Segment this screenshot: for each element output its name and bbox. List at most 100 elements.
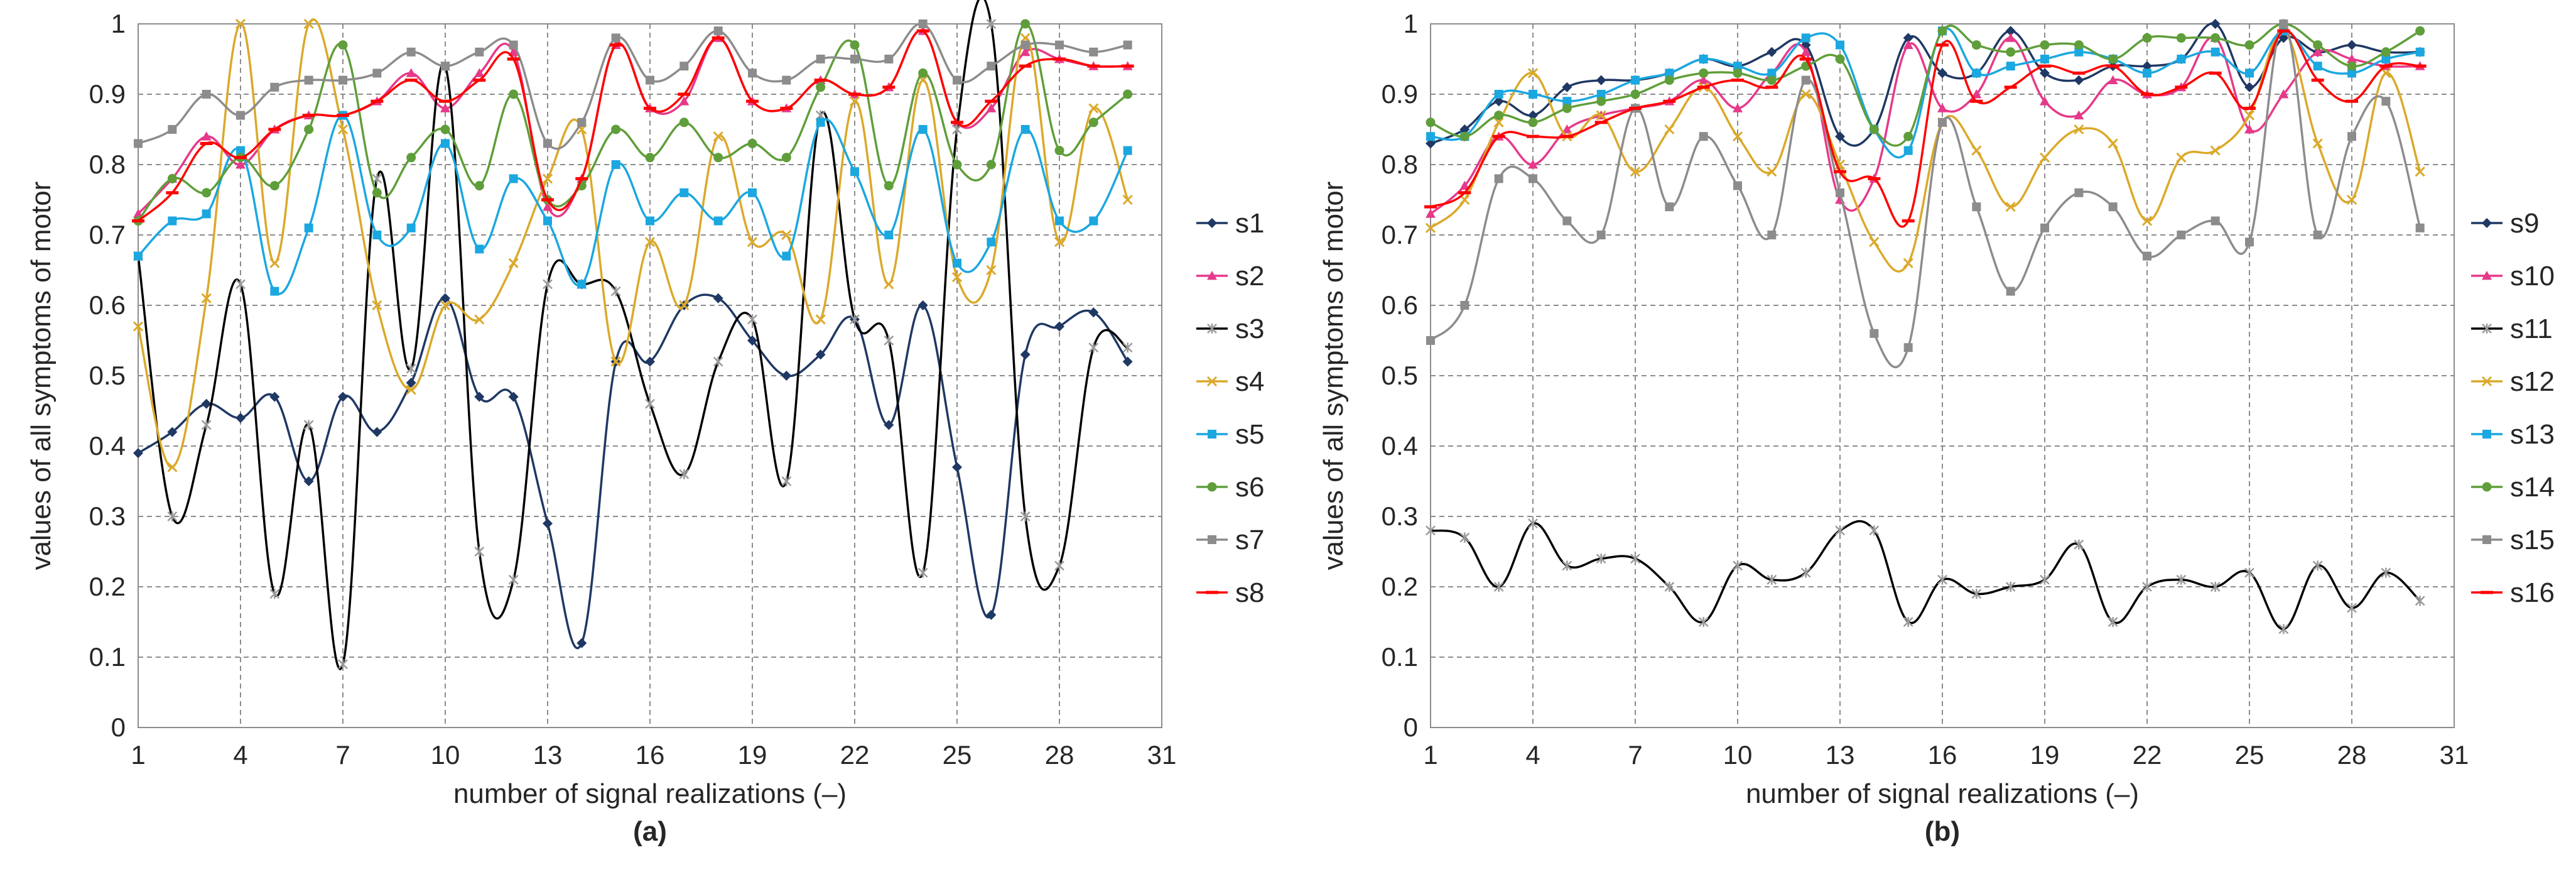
plot-frame: [138, 23, 1162, 728]
data-point-s14: [2006, 47, 2016, 57]
data-point-s8: [712, 36, 725, 40]
data-point-s6: [952, 160, 962, 170]
data-point-s14: [1664, 75, 1674, 85]
data-point-s7: [850, 55, 859, 63]
data-point-s9: [1767, 46, 1777, 57]
data-point-s11: [2312, 560, 2323, 571]
data-point-s15: [1665, 202, 1674, 212]
data-point-s1: [167, 427, 178, 437]
data-point-s12: [2381, 68, 2391, 79]
data-point-s8: [609, 43, 622, 47]
data-point-s7: [713, 26, 723, 36]
data-point-s9: [2210, 19, 2221, 29]
data-point-s11: [1835, 525, 1845, 536]
data-point-s13: [1596, 90, 1606, 99]
data-point-s11: [1426, 525, 1436, 536]
data-point-s7: [372, 68, 382, 78]
legend-marker: [2482, 535, 2491, 544]
data-point-s3: [679, 469, 690, 479]
data-point-s8: [473, 79, 486, 82]
data-point-s4: [303, 18, 314, 30]
data-point-s13: [1529, 90, 1537, 99]
data-point-s1: [576, 638, 587, 648]
data-point-s16: [1492, 134, 1505, 138]
data-point-s14: [1903, 131, 1913, 141]
data-point-s13: [2143, 68, 2151, 78]
data-point-s10: [2278, 89, 2289, 99]
legend-label: s16: [2510, 577, 2555, 608]
data-point-s4: [849, 96, 860, 107]
data-point-s15: [1426, 336, 1435, 345]
data-point-s5: [953, 258, 961, 268]
data-point-s13: [1733, 62, 1742, 71]
data-point-s15: [2006, 286, 2015, 296]
data-point-s4: [1122, 194, 1133, 205]
data-point-s1: [917, 300, 928, 310]
data-point-s14: [1971, 40, 1981, 50]
data-point-s8: [814, 79, 827, 82]
series-line-s16: [1430, 30, 2420, 228]
data-point-s9: [2005, 26, 2016, 36]
data-point-s8: [541, 198, 554, 202]
data-point-s3: [201, 420, 212, 430]
data-point-s1: [645, 356, 655, 367]
data-point-s16: [1663, 99, 1676, 103]
data-point-s8: [951, 121, 963, 124]
legend-marker: [2482, 482, 2492, 492]
data-point-s14: [1459, 131, 1469, 141]
data-point-s6: [611, 124, 621, 134]
data-point-s3: [167, 511, 178, 521]
x-tick-label: 1: [131, 740, 145, 770]
data-point-s6: [304, 124, 314, 134]
data-point-s7: [748, 68, 757, 78]
data-point-s1: [235, 413, 246, 423]
data-point-s15: [1972, 202, 1981, 212]
legend-item-s3: s3: [1196, 313, 1264, 344]
data-point-s14: [1869, 124, 1879, 134]
data-point-s14: [2347, 61, 2357, 71]
data-point-s4: [951, 272, 963, 283]
data-point-s16: [1765, 85, 1778, 89]
data-point-s15: [2279, 19, 2288, 28]
y-tick-label: 0.7: [89, 220, 126, 249]
data-point-s11: [2415, 596, 2425, 606]
legend-item-s11: s11: [2471, 313, 2553, 344]
data-point-s12: [1800, 89, 1811, 100]
data-point-s8: [1019, 64, 1032, 68]
data-point-s1: [303, 476, 314, 486]
series-s7: [134, 19, 1132, 150]
data-point-s7: [577, 117, 587, 127]
data-point-s9: [1493, 96, 1504, 107]
data-point-s16: [2175, 85, 2188, 89]
legend-item-s1: s1: [1196, 208, 1264, 239]
data-point-s14: [2244, 40, 2254, 50]
data-point-s13: [1631, 75, 1640, 85]
data-point-s11: [2244, 567, 2254, 578]
x-axis-label: number of signal realizations (–): [453, 778, 847, 809]
data-point-s12: [2108, 138, 2118, 149]
data-point-s13: [1562, 97, 1572, 106]
data-point-s9: [1426, 138, 1436, 149]
data-point-s3: [338, 659, 348, 670]
data-point-s4: [1088, 103, 1099, 114]
data-point-s9: [2244, 82, 2254, 92]
series-s16: [1424, 29, 2427, 228]
data-point-s7: [816, 55, 825, 63]
data-point-s8: [848, 92, 861, 96]
data-point-s1: [372, 427, 382, 437]
data-point-s16: [1731, 79, 1744, 82]
series-s8: [132, 29, 1134, 223]
data-point-s3: [543, 279, 553, 290]
data-point-s13: [2415, 47, 2425, 57]
data-point-s11: [1937, 574, 1947, 585]
data-point-s6: [884, 181, 894, 191]
y-axis-label: values of all symptoms of motor: [26, 182, 57, 570]
data-point-s3: [508, 574, 519, 585]
data-point-s10: [2040, 96, 2050, 106]
data-point-s12: [2005, 202, 2016, 212]
data-point-s5: [816, 117, 825, 127]
x-tick-label: 28: [2337, 740, 2367, 770]
data-point-s11: [1596, 553, 1606, 564]
data-point-s13: [1836, 40, 1844, 50]
data-point-s13: [1665, 68, 1674, 78]
